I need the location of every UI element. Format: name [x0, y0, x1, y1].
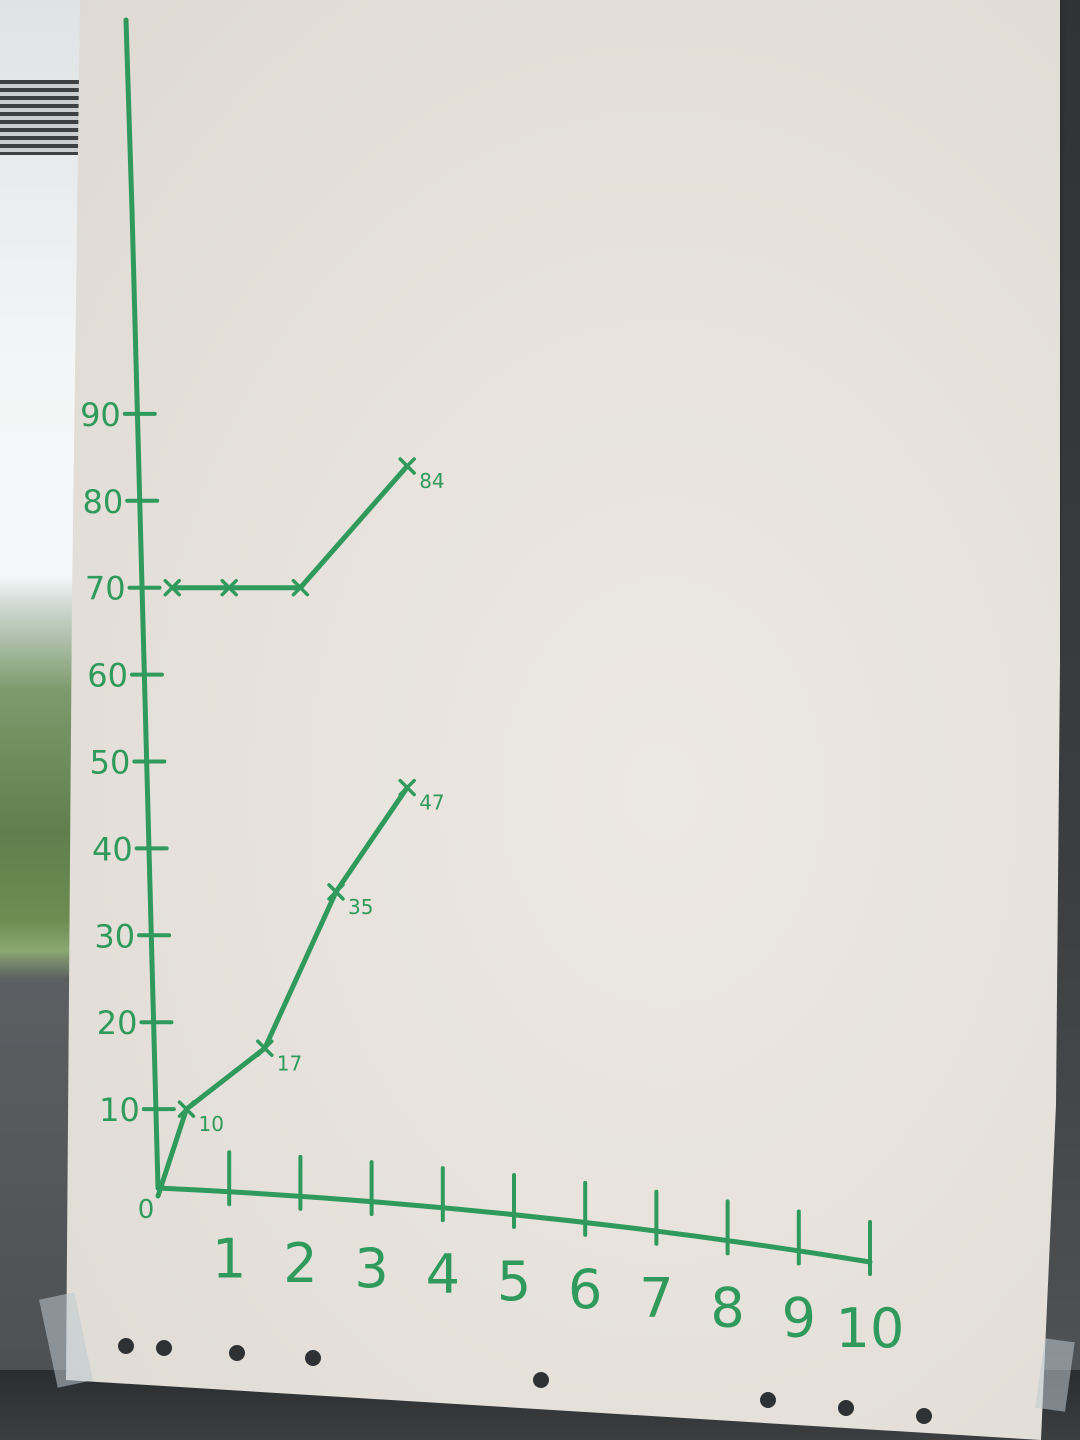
paper-hole — [156, 1340, 172, 1356]
data-point-label: 10 — [198, 1112, 223, 1136]
data-point-marker — [398, 778, 416, 797]
paper-hole — [118, 1338, 134, 1354]
flip-chart-paper — [66, 0, 1060, 1440]
x-tick-label: 0 — [138, 1195, 155, 1225]
data-point-marker — [291, 578, 310, 597]
x-axis-line — [155, 1185, 873, 1265]
data-point-marker — [256, 1039, 274, 1058]
y-tick-label: 90 — [80, 396, 121, 434]
paper-hole — [838, 1400, 854, 1416]
data-point-marker — [398, 457, 416, 475]
x-tick-label: 7 — [639, 1267, 673, 1330]
data-point-marker — [177, 1100, 196, 1118]
data-point-marker — [220, 578, 238, 597]
x-tick-label: 9 — [782, 1287, 816, 1350]
y-axis-line — [123, 17, 161, 1191]
y-tick-label: 50 — [90, 744, 131, 782]
y-tick-label: 60 — [87, 657, 128, 695]
y-tick-label: 70 — [85, 570, 126, 608]
data-point-marker — [163, 578, 181, 597]
data-point-label: 35 — [348, 895, 373, 919]
x-tick-label: 10 — [836, 1297, 905, 1360]
y-tick-label: 40 — [92, 830, 133, 868]
paper-hole — [916, 1408, 932, 1424]
paper-hole — [229, 1345, 245, 1361]
data-point-marker — [327, 883, 345, 901]
x-tick-label: 4 — [426, 1243, 460, 1306]
y-tick-label: 80 — [82, 483, 123, 521]
series-line-1 — [155, 785, 410, 1199]
y-tick-label: 30 — [94, 917, 135, 955]
series-lines — [155, 463, 410, 1199]
x-tick-label: 8 — [710, 1276, 744, 1339]
x-tick-label: 1 — [212, 1227, 246, 1290]
paper-hole — [760, 1392, 776, 1408]
x-tick-label: 3 — [354, 1237, 388, 1300]
series-points: 10 17 35 47 84 — [163, 457, 445, 1136]
axes — [123, 17, 873, 1265]
x-tick-label: 5 — [497, 1250, 531, 1313]
paper-hole — [533, 1372, 549, 1388]
x-tick-label: 6 — [568, 1258, 602, 1321]
series-line-2 — [169, 463, 410, 591]
data-point-label: 17 — [277, 1051, 302, 1075]
y-tick-label: 10 — [99, 1091, 140, 1129]
x-tick-label: 2 — [283, 1232, 317, 1295]
paper-hole — [305, 1350, 321, 1366]
x-axis-ticks: 0 1 2 3 4 5 6 7 8 9 10 — [138, 1150, 905, 1360]
background-blinds — [0, 80, 85, 155]
data-point-label: 84 — [419, 469, 444, 493]
data-point-label: 47 — [419, 791, 444, 815]
y-axis-ticks: 10 20 30 40 50 60 70 80 90 — [80, 396, 176, 1129]
y-tick-label: 20 — [97, 1004, 138, 1042]
